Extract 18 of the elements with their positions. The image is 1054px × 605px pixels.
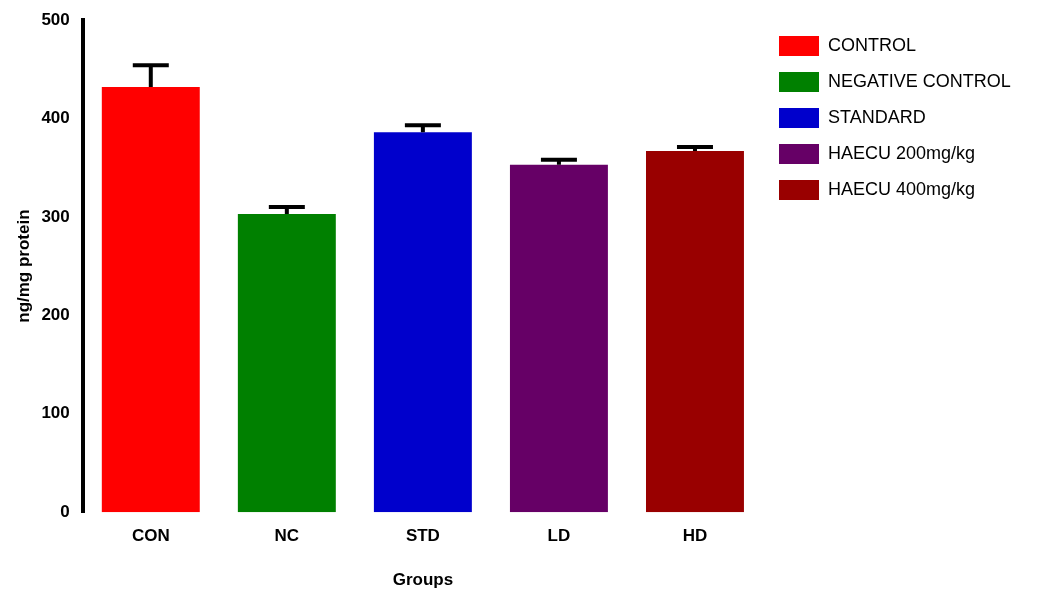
legend-label: NEGATIVE CONTROL bbox=[828, 70, 1011, 91]
y-tick-label: 200 bbox=[41, 305, 70, 325]
x-axis-title: Groups bbox=[392, 570, 454, 590]
y-tick-label: 0 bbox=[60, 501, 70, 521]
legend-label: HAECU 200mg/kg bbox=[828, 142, 976, 163]
legend-label: HAECU 400mg/kg bbox=[828, 178, 976, 199]
y-tick-label: 400 bbox=[41, 108, 70, 128]
y-tick-label: 300 bbox=[41, 206, 70, 226]
x-tick-label: NC bbox=[274, 526, 300, 546]
y-tick-label: 500 bbox=[41, 9, 70, 29]
x-tick-label: STD bbox=[405, 526, 440, 546]
x-tick-label: LD bbox=[547, 526, 571, 546]
x-tick-label: CON bbox=[131, 526, 170, 546]
y-tick-label: 100 bbox=[41, 403, 70, 423]
legend-label: STANDARD bbox=[828, 106, 926, 127]
y-axis-title: ng/mg protein bbox=[13, 209, 33, 323]
x-tick-label: HD bbox=[682, 526, 708, 546]
legend-label: CONTROL bbox=[828, 34, 917, 55]
